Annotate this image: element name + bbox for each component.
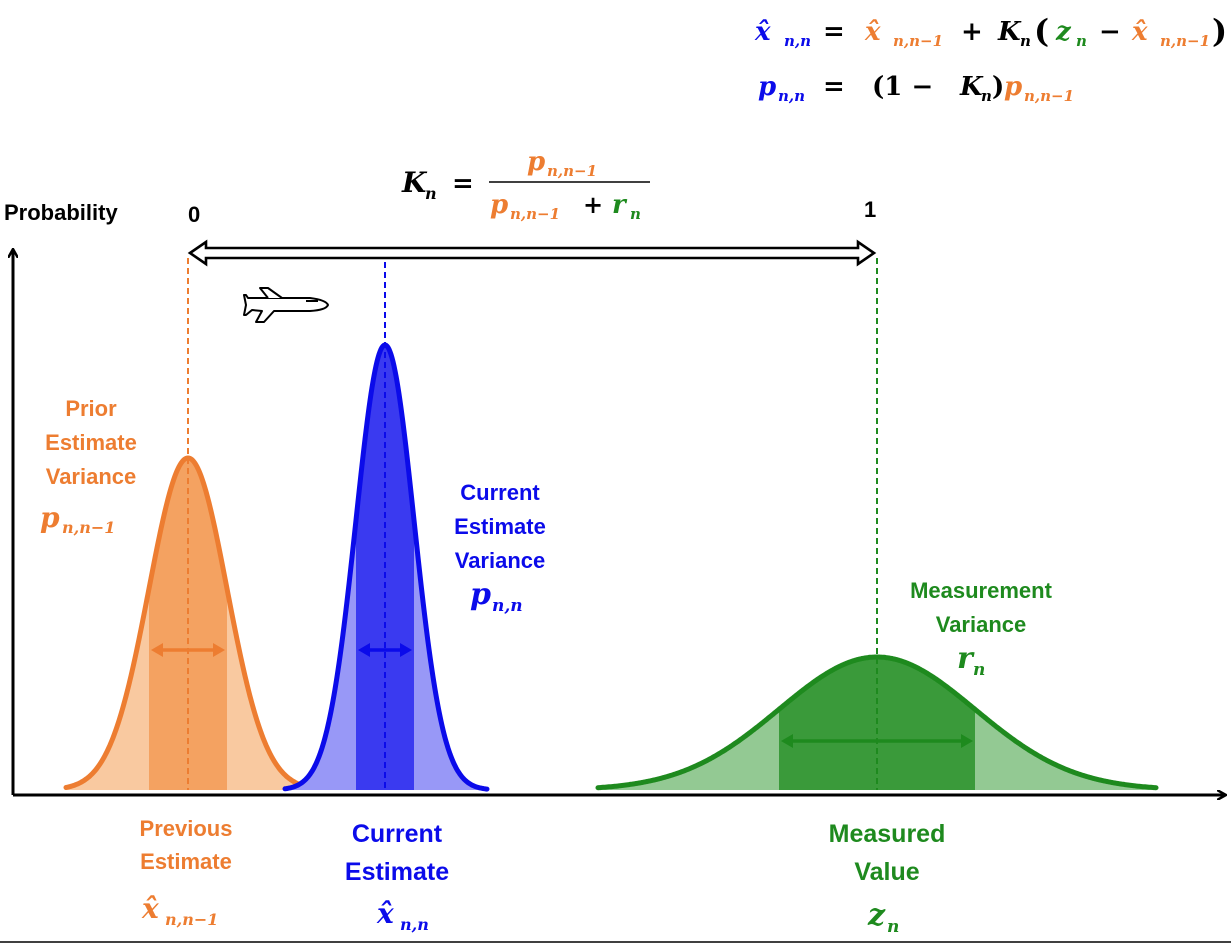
- state-update-lhs: x̂: [754, 17, 771, 47]
- prior-variance-line-1: Prior: [65, 396, 117, 421]
- state-update-measurement: z: [1055, 17, 1072, 47]
- prior-variance-label: Prior Estimate Variance: [45, 396, 137, 489]
- current-spread-arrowhead-left: [358, 643, 370, 657]
- kalman-gain-equation: K n = p n,n−1 p n,n−1 + r n: [401, 147, 650, 223]
- current-distribution: [282, 262, 490, 792]
- state-update-eq: =: [823, 17, 845, 47]
- distributions-layer: [63, 258, 1159, 792]
- measurement-variance-label: Measurement Variance: [910, 578, 1053, 637]
- prior-variance-line-3: Variance: [46, 464, 137, 489]
- gain-range-arrow: [187, 239, 877, 267]
- gain-denominator-plus: +: [583, 190, 603, 219]
- prior-variance-symbol: p: [40, 501, 60, 534]
- measured-value-symbol-sub: n: [887, 917, 899, 937]
- gain-max-label: 1: [864, 197, 876, 222]
- current-variance-line-2: Estimate: [454, 514, 546, 539]
- measurement-variance-line-1: Measurement: [910, 578, 1053, 603]
- gain-denominator-prior-sub: n,n−1: [510, 205, 560, 223]
- state-update-prior: x̂: [864, 17, 881, 47]
- measured-value-label: Measured Value: [829, 820, 946, 886]
- measurement-variance-symbol-sub: n: [973, 660, 985, 680]
- gain-min-label: 0: [188, 202, 200, 227]
- measurement-variance-symbol: r: [957, 641, 975, 676]
- current-estimate-line-2: Estimate: [345, 858, 449, 886]
- gain-eq: =: [452, 169, 474, 199]
- current-estimate-symbol: x̂: [376, 897, 394, 930]
- state-update-lhs-sub: n,n: [784, 32, 811, 50]
- gain-denominator-measurement: r: [612, 190, 628, 220]
- measured-value-symbol: z: [867, 898, 886, 933]
- state-update-prior-2: x̂: [1131, 17, 1148, 47]
- state-update-gain-sub: n: [1020, 32, 1031, 50]
- previous-estimate-line-2: Estimate: [140, 849, 232, 874]
- state-update-paren-open: (: [1034, 12, 1049, 50]
- prior-spread-arrowhead-right: [213, 643, 225, 657]
- current-estimate-label: Current Estimate: [345, 820, 449, 886]
- gain-lhs: K: [401, 166, 428, 199]
- airplane-icon: [243, 287, 329, 323]
- previous-estimate-symbol: x̂: [141, 892, 159, 925]
- variance-update-close: ): [992, 72, 1004, 102]
- gain-numerator: p: [527, 147, 545, 177]
- current-estimate-symbol-sub: n,n: [400, 915, 429, 934]
- current-variance-symbol: p: [470, 577, 491, 612]
- variance-update-gain: K: [959, 72, 984, 102]
- gain-numerator-sub: n,n−1: [547, 162, 597, 180]
- variance-update-gain-sub: n: [981, 87, 992, 105]
- measurement-curve: [595, 654, 1159, 791]
- current-variance-line-1: Current: [460, 480, 540, 505]
- state-update-equation: x̂ n,n = x̂ n,n−1 + K n ( z n − x̂ n,n−1…: [754, 12, 1227, 50]
- current-estimate-line-1: Current: [352, 820, 443, 848]
- state-update-minus: −: [1099, 17, 1121, 47]
- state-update-plus: +: [961, 17, 983, 47]
- current-variance-symbol-sub: n,n: [492, 596, 523, 616]
- state-update-measurement-sub: n: [1076, 32, 1087, 50]
- prior-distribution: [63, 258, 311, 790]
- y-axis-label: Probability: [4, 200, 118, 225]
- measurement-distribution: [595, 258, 1159, 791]
- prior-variance-symbol-sub: n,n−1: [62, 518, 115, 537]
- measurement-spread-arrowhead-right: [961, 734, 973, 748]
- variance-update-factor: (1 −: [872, 72, 933, 102]
- measured-value-line-1: Measured: [829, 820, 946, 848]
- current-variance-line-3: Variance: [455, 548, 546, 573]
- current-variance-label: Current Estimate Variance: [454, 480, 546, 573]
- variance-update-lhs: p: [758, 72, 776, 102]
- measured-value-line-2: Value: [854, 858, 919, 886]
- gain-denominator-prior: p: [490, 190, 508, 220]
- gain-lhs-sub: n: [425, 184, 437, 203]
- variance-update-eq: =: [823, 72, 845, 102]
- previous-estimate-symbol-sub: n,n−1: [165, 910, 218, 929]
- previous-estimate-label: Previous Estimate: [140, 816, 233, 874]
- state-update-prior-2-sub: n,n−1: [1160, 32, 1210, 50]
- prior-spread-arrowhead-left: [151, 643, 163, 657]
- current-spread-arrowhead-right: [400, 643, 412, 657]
- variance-update-lhs-sub: n,n: [778, 87, 805, 105]
- state-update-gain: K: [997, 17, 1022, 47]
- previous-estimate-line-1: Previous: [140, 816, 233, 841]
- gain-denominator-measurement-sub: n: [630, 205, 641, 223]
- state-update-prior-sub: n,n−1: [893, 32, 943, 50]
- measurement-variance-line-2: Variance: [936, 612, 1027, 637]
- variance-update-prior: p: [1004, 72, 1022, 102]
- measurement-spread-arrowhead-left: [781, 734, 793, 748]
- variance-update-equation: p n,n = (1 − K n ) p n,n−1: [758, 72, 1074, 105]
- variance-update-prior-sub: n,n−1: [1024, 87, 1074, 105]
- state-update-paren-close: ): [1212, 12, 1227, 50]
- prior-variance-line-2: Estimate: [45, 430, 137, 455]
